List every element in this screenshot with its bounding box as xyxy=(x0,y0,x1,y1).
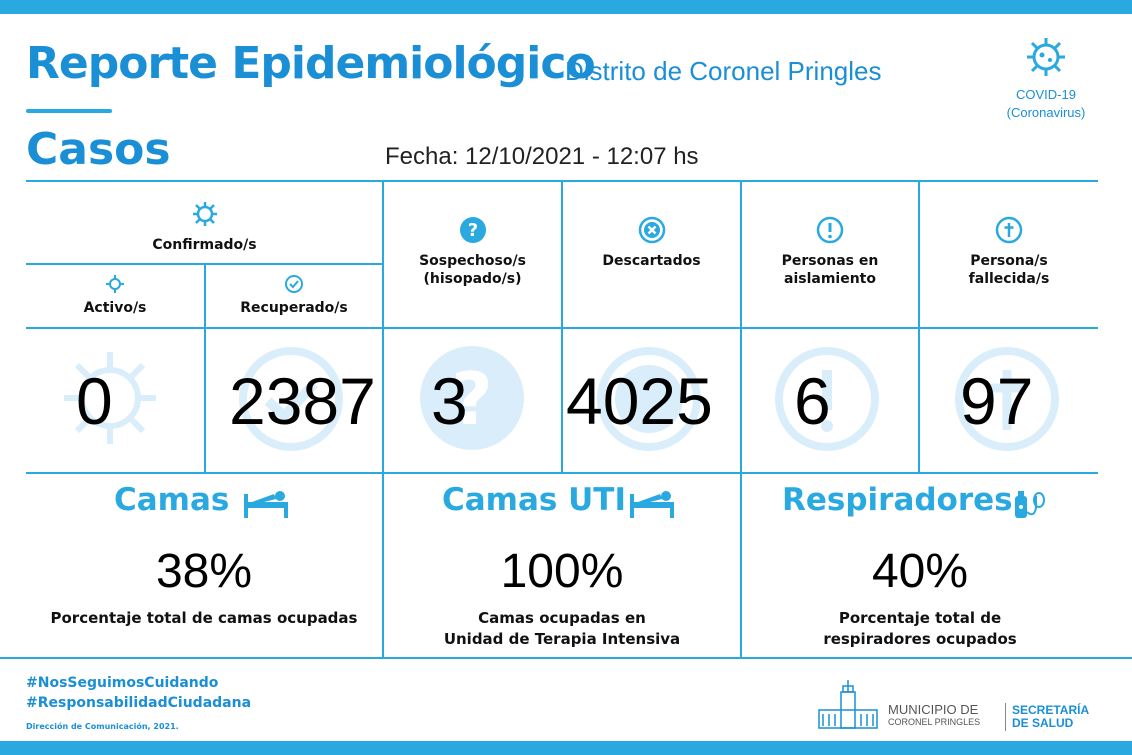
grid-line xyxy=(561,180,563,474)
camas-uti-panel: Camas UTI 100% Camas ocupadas en Unidad … xyxy=(384,474,740,657)
confirmados-label: Confirmado/s xyxy=(152,237,257,253)
grid-line xyxy=(740,180,742,474)
respiradores-description: Porcentaje total de respiradores ocupado… xyxy=(742,608,1098,650)
activos-label: Activo/s xyxy=(83,300,147,316)
cross-icon xyxy=(995,216,1023,244)
camas-uti-title: Camas UTI xyxy=(442,482,626,518)
question-watermark-icon: ? xyxy=(420,346,524,450)
municipio-label: MUNICIPIO DE CORONEL PRINGLES xyxy=(888,702,981,728)
sospechosos-sublabel: (hisopado/s) xyxy=(423,271,522,287)
cases-grid: Confirmado/s Activo/s Recuperado/s ? Sos… xyxy=(26,180,1098,474)
header-activos: Activo/s xyxy=(26,274,204,317)
municipio-building-icon xyxy=(818,680,878,729)
camas-uti-description-line2: Unidad de Terapia Intensiva xyxy=(443,630,681,648)
cross-watermark-icon xyxy=(955,347,1059,451)
header-confirmados: Confirmado/s xyxy=(26,200,383,254)
sospechosos-value: 3 xyxy=(431,364,468,438)
header-fallecidos: Persona/s fallecida/s xyxy=(920,216,1098,288)
aislamiento-sublabel: aislamiento xyxy=(784,271,876,287)
grid-line xyxy=(204,263,206,474)
page-subtitle: Distrito de Coronel Pringles xyxy=(565,56,882,86)
section-title: Casos xyxy=(26,124,171,175)
x-circle-icon xyxy=(638,216,665,244)
virus-icon xyxy=(1027,38,1065,76)
section-divider xyxy=(740,474,742,659)
camas-title: Camas xyxy=(114,482,230,518)
page-title: Reporte Epidemiológico xyxy=(26,38,596,89)
credits: Dirección de Comunicación, 2021. xyxy=(26,722,179,731)
respirator-icon xyxy=(1015,491,1045,518)
covid-label: COVID-19 xyxy=(1016,87,1076,102)
bottom-bar xyxy=(0,741,1132,755)
aislamiento-label: Personas en xyxy=(781,253,879,269)
secretaria-label: SECRETARÍA DE SALUD xyxy=(1012,704,1089,730)
respiradores-percentage: 40% xyxy=(871,545,969,598)
footer-divider xyxy=(0,657,1132,659)
title-underline xyxy=(26,109,112,113)
svg-text:?: ? xyxy=(451,357,493,441)
hashtag-responsabilidad: #ResponsabilidadCiudadana xyxy=(26,695,252,711)
fallecidos-sublabel: fallecida/s xyxy=(968,271,1050,287)
section-divider xyxy=(382,474,384,659)
top-bar xyxy=(0,0,1132,14)
camas-uti-percentage: 100% xyxy=(500,545,624,598)
check-icon xyxy=(285,275,303,293)
grid-line xyxy=(918,180,920,474)
aislamiento-value: 6 xyxy=(794,364,831,438)
respiradores-description-line2: respiradores ocupados xyxy=(823,630,1017,648)
grid-line xyxy=(382,180,384,474)
virus-icon xyxy=(192,202,217,226)
municipio-line2: CORONEL PRINGLES xyxy=(888,717,981,727)
respiradores-title: Respiradores xyxy=(782,482,1013,518)
sospechosos-label: Sospechoso/s xyxy=(419,253,526,269)
secretaria-line2: DE SALUD xyxy=(1012,716,1074,730)
virus-watermark-icon xyxy=(64,352,156,444)
header-descartados: Descartados xyxy=(563,216,740,270)
camas-percentage: 38% xyxy=(155,545,253,598)
header-sospechosos: ? Sospechoso/s (hisopado/s) xyxy=(384,216,561,288)
x-watermark-icon xyxy=(597,347,701,451)
bed-icon xyxy=(244,491,288,518)
header-recuperados: Recuperado/s xyxy=(206,274,382,317)
camas-uti-description: Camas ocupadas en Unidad de Terapia Inte… xyxy=(384,608,740,650)
logo-separator xyxy=(1005,703,1006,731)
question-icon: ? xyxy=(459,217,486,243)
camas-description: Porcentaje total de camas ocupadas xyxy=(50,609,358,627)
activos-value: 0 xyxy=(76,364,113,438)
hashtag-cuidando: #NosSeguimosCuidando xyxy=(26,675,219,691)
secretaria-line1: SECRETARÍA xyxy=(1012,703,1090,717)
descartados-label: Descartados xyxy=(602,253,701,269)
covid-badge: COVID-19 (Coronavirus) xyxy=(995,34,1097,122)
fallecidos-label: Persona/s xyxy=(970,253,1048,269)
header-aislamiento: Personas en aislamiento xyxy=(742,216,918,288)
bed-icon xyxy=(630,491,674,518)
fallecidos-value: 97 xyxy=(960,364,1034,438)
municipio-line1: MUNICIPIO DE xyxy=(888,702,979,717)
virus-icon xyxy=(106,275,124,293)
descartados-value: 4025 xyxy=(566,364,713,438)
recuperados-value: 2387 xyxy=(229,364,376,438)
report-date: Fecha: 12/10/2021 - 12:07 hs xyxy=(385,143,699,170)
svg-text:?: ? xyxy=(467,220,477,241)
recuperados-label: Recuperado/s xyxy=(240,300,348,316)
respiradores-panel: Respiradores 40% Porcentaje total de res… xyxy=(742,474,1098,657)
camas-uti-description-line1: Camas ocupadas en xyxy=(478,609,646,627)
covid-sublabel: (Coronavirus) xyxy=(1006,105,1086,120)
check-watermark-icon xyxy=(239,347,343,451)
respiradores-description-line1: Porcentaje total de xyxy=(838,609,1002,627)
exclamation-icon xyxy=(816,216,844,244)
exclamation-watermark-icon xyxy=(775,347,879,451)
camas-panel: Camas 38% Porcentaje total de camas ocup… xyxy=(26,474,382,657)
